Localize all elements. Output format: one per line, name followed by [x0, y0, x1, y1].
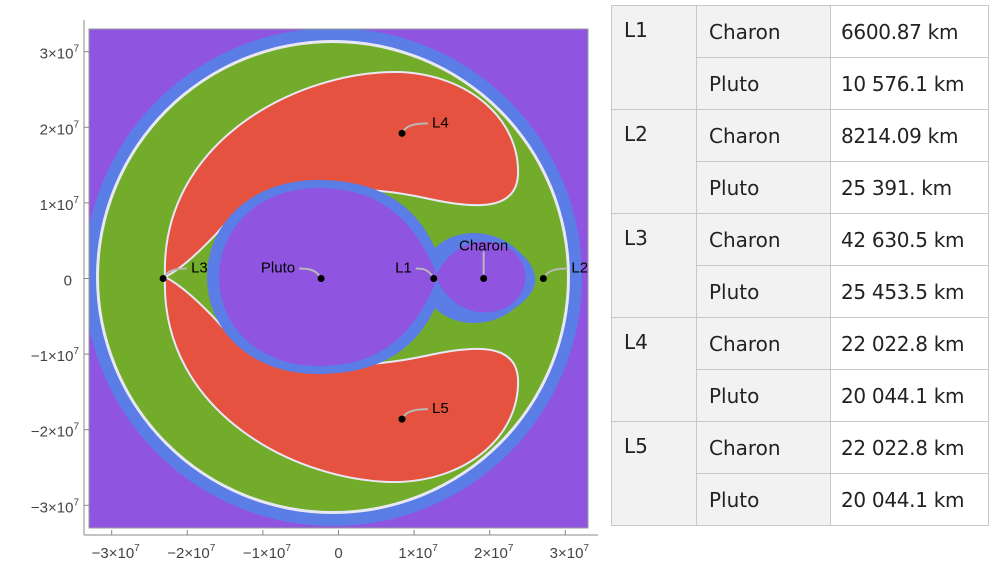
- y-tick-label: −3×107: [31, 497, 80, 516]
- body-name-cell: Charon: [696, 421, 831, 474]
- l4-leader-line: [403, 122, 429, 131]
- l2-label: L2: [571, 260, 588, 277]
- l3-marker: [159, 275, 167, 282]
- l2-leader-line: [544, 267, 568, 277]
- x-tick-label: 2×107: [474, 543, 514, 562]
- x-tick-label: −1×107: [243, 543, 292, 562]
- lagrange-point-cell: L2: [611, 109, 697, 214]
- l2-marker: [539, 275, 547, 282]
- distance-value-cell: 8214.09 km: [830, 109, 989, 162]
- x-tick-label: −2×107: [167, 543, 216, 562]
- lagrange-contour-plot: −3×107 −2×107 −1×107 0 1×107 2×107 3×107 3×107 2…: [31, 20, 598, 562]
- body-name-cell: Pluto: [696, 265, 831, 318]
- pluto-leader-line: [299, 267, 320, 277]
- table-row: L3 Charon 42 630.5 km: [611, 213, 989, 318]
- table-row: L2 Charon 8214.09 km: [611, 109, 989, 214]
- pluto-label: Pluto: [261, 260, 295, 277]
- lagrange-point-cell: L4: [611, 317, 697, 422]
- axis-ticks: −3×107 −2×107 −1×107 0 1×107 2×107 3×107 3×107 2…: [31, 44, 590, 562]
- x-tick-label: 3×107: [550, 543, 590, 562]
- region-charon-well: [435, 241, 526, 313]
- x-tick-label: −3×107: [92, 543, 141, 562]
- distance-value-cell: 25 453.5 km: [830, 265, 989, 318]
- lagrange-point-cell: L3: [611, 213, 697, 318]
- table-row: Pluto 20 044.1 km: [612, 369, 989, 422]
- l4-label: L4: [432, 114, 449, 131]
- y-tick-label: 1×107: [40, 195, 80, 214]
- distance-value-cell: 22 022.8 km: [830, 421, 989, 474]
- lagrange-point-cell: L1: [611, 5, 697, 110]
- pluto-marker: [317, 275, 325, 282]
- charon-label: Charon: [459, 238, 508, 255]
- charon-marker: [480, 275, 488, 282]
- body-name-cell: Charon: [696, 213, 831, 266]
- table-row: L4 Charon 22 022.8 km: [611, 317, 989, 422]
- l1-leader-line: [415, 267, 433, 277]
- distance-value-cell: 20 044.1 km: [830, 473, 989, 526]
- body-name-cell: Pluto: [696, 57, 831, 110]
- axes-frame: [83, 20, 598, 536]
- distance-value-cell: 6600.87 km: [830, 5, 989, 58]
- distance-value-cell: 22 022.8 km: [830, 317, 989, 370]
- body-name-cell: Charon: [696, 109, 831, 162]
- l4-marker: [398, 129, 406, 137]
- distance-value-cell: 25 391. km: [830, 161, 989, 214]
- table-row: Pluto 20 044.1 km: [612, 473, 989, 526]
- l3-label: L3: [191, 260, 208, 277]
- body-name-cell: Pluto: [696, 369, 831, 422]
- y-tick-label: 2×107: [40, 119, 80, 138]
- table-row: L5 Charon 22 022.8 km: [611, 421, 989, 526]
- distance-value-cell: 20 044.1 km: [830, 369, 989, 422]
- l3-leader-line: [164, 267, 188, 277]
- y-tick-label: −2×107: [31, 422, 80, 441]
- y-tick-label: 0: [64, 273, 72, 290]
- distance-value-cell: 42 630.5 km: [830, 213, 989, 266]
- body-name-cell: Pluto: [696, 473, 831, 526]
- l5-label: L5: [432, 400, 449, 417]
- lagrange-point-cell: L5: [611, 421, 697, 526]
- plot-regions: [89, 29, 588, 528]
- y-tick-label: 3×107: [40, 44, 80, 63]
- l1-label: L1: [395, 260, 412, 277]
- table-row: Pluto 25 391. km: [612, 161, 989, 214]
- distance-value-cell: 10 576.1 km: [830, 57, 989, 110]
- distance-table: L1 Charon 6600.87 km Pluto 10 576.1 km L2 Char…: [611, 5, 989, 526]
- table-row: Pluto 25 453.5 km: [612, 265, 989, 318]
- body-name-cell: Charon: [696, 5, 831, 58]
- lagrange-points: Pluto Charon L1 L2 L3 L4 L5: [159, 114, 588, 423]
- table-row: L1 Charon 6600.87 km: [611, 5, 989, 110]
- l5-leader-line: [403, 408, 429, 417]
- y-tick-label: −1×107: [31, 346, 80, 365]
- l5-marker: [398, 415, 406, 423]
- body-name-cell: Charon: [696, 317, 831, 370]
- x-tick-label: 0: [334, 545, 342, 562]
- l1-marker: [430, 275, 438, 282]
- x-tick-label: 1×107: [398, 543, 438, 562]
- table-row: Pluto 10 576.1 km: [612, 57, 989, 110]
- body-name-cell: Pluto: [696, 161, 831, 214]
- region-inner-well: [219, 188, 435, 366]
